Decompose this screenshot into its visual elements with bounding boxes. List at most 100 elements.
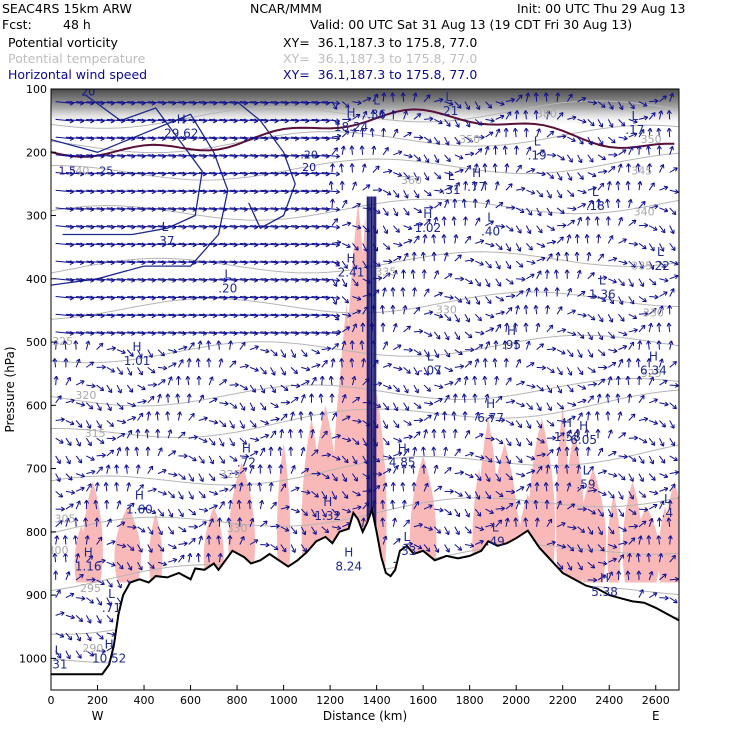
wind-vector [116, 561, 124, 570]
wind-vector [219, 420, 227, 428]
wind-arrowhead [486, 477, 491, 483]
wind-vector [260, 434, 269, 439]
wind-vector [249, 450, 259, 457]
wind-arrowhead [521, 276, 526, 282]
wind-vector [96, 579, 105, 585]
wind-vector [188, 242, 207, 246]
wind-vector [485, 313, 495, 318]
wind-arrowhead [231, 484, 237, 489]
wind-arrowhead [417, 208, 423, 214]
wind-vector [330, 376, 333, 386]
wind-vector [546, 384, 552, 394]
wind-vector [627, 181, 630, 191]
wind-vector [309, 411, 313, 421]
extremum-type: L [224, 267, 231, 281]
wind-arrowhead [582, 398, 587, 404]
wind-vector [76, 278, 95, 282]
wind-vector [178, 242, 197, 246]
wind-arrowhead [500, 417, 505, 423]
wind-vector [280, 313, 299, 317]
wind-arrowhead [283, 386, 289, 392]
wind-vector [524, 517, 527, 527]
wind-arrowhead [602, 469, 607, 475]
wind-vector [382, 384, 392, 389]
wind-vector [96, 402, 102, 411]
wind-vector [505, 98, 515, 103]
wind-vector [209, 331, 228, 335]
wind-vector [270, 118, 289, 122]
wind-arrowhead [506, 459, 511, 465]
wind-vector [546, 324, 554, 333]
wind-vector [55, 242, 74, 246]
wind-vector [362, 163, 366, 173]
wind-arrowhead [68, 476, 73, 481]
wind-vector [290, 118, 309, 122]
wind-vector [75, 380, 85, 386]
wind-arrowhead [523, 322, 529, 327]
wind-arrowhead [526, 146, 532, 151]
wind-vector [65, 650, 71, 660]
wind-arrowhead [161, 379, 166, 384]
wind-vector [157, 118, 176, 122]
wind-vector [198, 172, 217, 175]
wind-arrowhead [155, 428, 161, 433]
wind-vector [444, 136, 450, 146]
wind-vector [94, 500, 98, 510]
wind-vector [178, 491, 184, 500]
wind-vector [607, 166, 616, 173]
wind-arrowhead [672, 404, 677, 410]
wind-vector [362, 184, 371, 191]
wind-arrowhead [180, 554, 185, 560]
wind-arrowhead [562, 418, 567, 424]
wind-vector [577, 189, 587, 194]
wind-arrowhead [557, 500, 562, 505]
extremum-low: L.33 [397, 530, 416, 558]
wind-vector [597, 119, 603, 128]
wind-vector [167, 491, 175, 499]
wind-arrowhead [323, 359, 328, 365]
wind-arrowhead [414, 176, 419, 181]
wind-arrowhead [220, 459, 225, 464]
extremum-type: L [583, 463, 590, 477]
wind-vector [628, 491, 634, 500]
wind-arrowhead [439, 97, 444, 103]
wind-arrowhead [380, 304, 385, 310]
valid-time: Valid: 00 UTC Sat 31 Aug 13 (19 CDT Fri … [310, 17, 633, 32]
wind-vector [75, 455, 83, 464]
wind-arrowhead [427, 138, 432, 143]
wind-vector [65, 296, 84, 299]
wind-vector [587, 395, 594, 404]
wind-arrowhead [346, 221, 352, 227]
wind-arrowhead [170, 493, 175, 499]
wind-vector [566, 172, 572, 181]
wind-vector [464, 360, 472, 368]
wind-arrowhead [647, 127, 653, 132]
wind-vector [116, 544, 126, 548]
wind-vector [392, 402, 398, 412]
wind-arrowhead [538, 228, 543, 234]
wind-arrowhead [495, 128, 501, 133]
wind-arrowhead [670, 288, 675, 293]
wind-arrowhead [653, 226, 658, 231]
wind-vector [535, 92, 538, 102]
wind-arrowhead [666, 322, 672, 327]
wind-arrowhead [326, 452, 331, 458]
wind-vector [219, 172, 238, 175]
wind-vector [669, 597, 678, 604]
wind-vector [86, 278, 105, 282]
wind-vector [96, 118, 115, 122]
wind-vector [453, 216, 456, 226]
wind-vector [495, 101, 505, 106]
wind-arrowhead [209, 459, 215, 465]
wind-vector [209, 260, 228, 264]
wind-arrowhead [469, 543, 475, 549]
wind-vector [300, 411, 302, 421]
wind-vector [96, 278, 115, 282]
wind-arrowhead [622, 527, 627, 532]
wind-arrowhead [502, 145, 508, 150]
wind-arrowhead [635, 358, 641, 363]
wind-vector [526, 260, 536, 264]
wind-vector [638, 129, 645, 138]
wind-arrowhead [228, 340, 233, 345]
